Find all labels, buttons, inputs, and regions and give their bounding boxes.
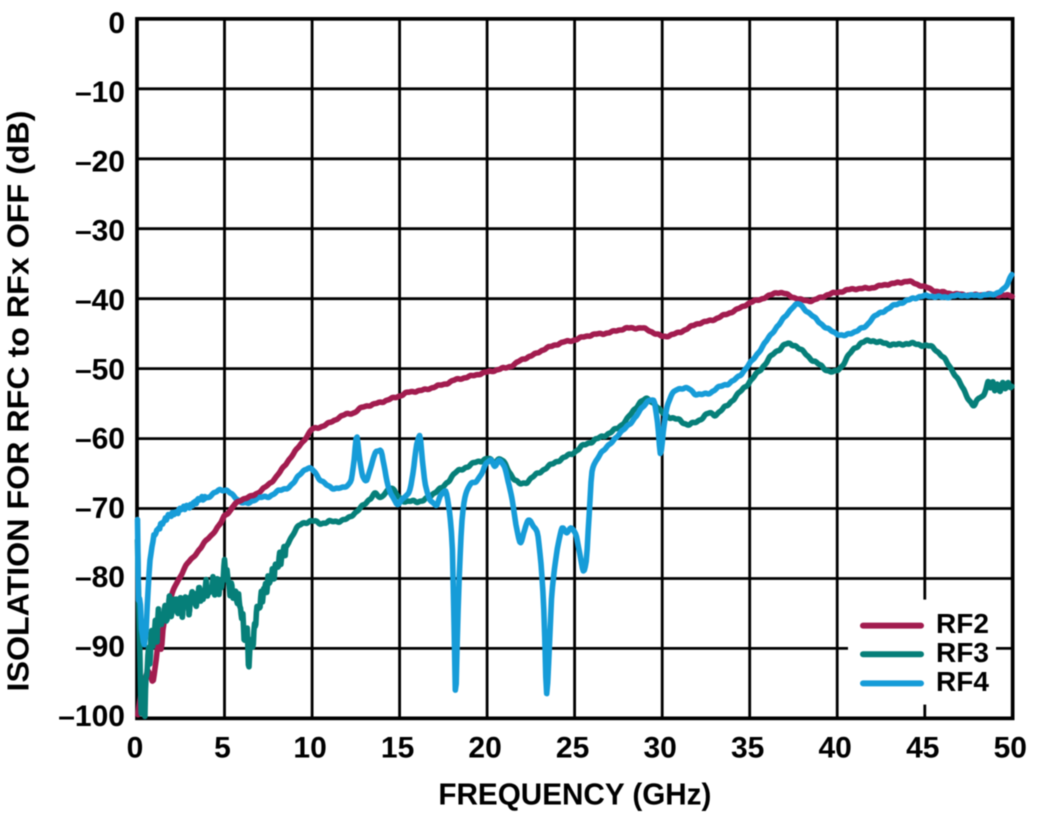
svg-text:–70: –70: [75, 492, 125, 525]
svg-text:–60: –60: [75, 423, 125, 456]
svg-text:–40: –40: [75, 284, 125, 317]
svg-text:RF4: RF4: [936, 666, 989, 697]
svg-text:10: 10: [293, 732, 326, 765]
svg-text:30: 30: [644, 732, 677, 765]
svg-text:15: 15: [381, 732, 414, 765]
svg-text:–10: –10: [75, 76, 125, 109]
svg-text:45: 45: [906, 732, 939, 765]
svg-text:25: 25: [556, 732, 589, 765]
svg-text:ISOLATION FOR RFC to RFx OFF (: ISOLATION FOR RFC to RFx OFF (dB): [1, 111, 36, 692]
svg-text:RF2: RF2: [936, 608, 989, 639]
svg-text:5: 5: [214, 732, 231, 765]
svg-text:0: 0: [108, 7, 125, 40]
svg-text:–100: –100: [58, 700, 125, 733]
svg-text:35: 35: [731, 732, 764, 765]
svg-text:RF3: RF3: [936, 637, 989, 668]
svg-text:20: 20: [468, 732, 501, 765]
svg-text:FREQUENCY (GHz): FREQUENCY (GHz): [438, 777, 711, 812]
svg-text:–90: –90: [75, 631, 125, 664]
svg-text:–80: –80: [75, 561, 125, 594]
svg-text:50: 50: [994, 732, 1027, 765]
svg-text:–20: –20: [75, 145, 125, 178]
svg-text:–30: –30: [75, 215, 125, 248]
svg-text:0: 0: [127, 732, 144, 765]
svg-text:40: 40: [819, 732, 852, 765]
svg-text:–50: –50: [75, 353, 125, 386]
